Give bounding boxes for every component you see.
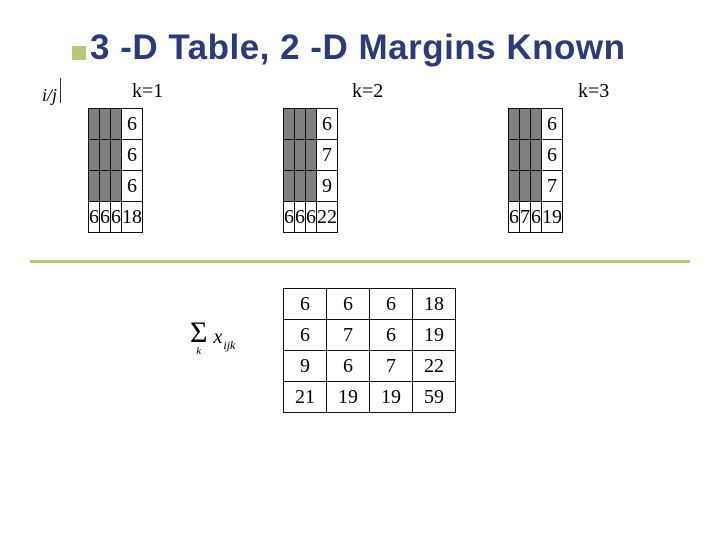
sum-cell: 6: [284, 289, 327, 320]
grid-cell-shaded: [306, 171, 317, 202]
k3-label: k=3: [578, 80, 609, 103]
sum-cell: 19: [413, 320, 456, 351]
grid-cell-shaded: [509, 109, 520, 140]
grid-cell-shaded: [111, 171, 122, 202]
grid-cell-bottom: 6: [509, 202, 520, 233]
grid-cell-total: 22: [317, 202, 338, 233]
grid-cell-bottom: 6: [284, 202, 295, 233]
section-divider: [30, 260, 690, 263]
grid-cell-shaded: [306, 109, 317, 140]
grid-cell-shaded: [89, 171, 100, 202]
grid-cell-shaded: [520, 109, 531, 140]
slide-title-block: 3 -D Table, 2 -D Margins Known: [90, 28, 626, 68]
sum-cell: 21: [284, 382, 327, 413]
grid-cell-shaded: [509, 140, 520, 171]
grid-cell-margin: 6: [542, 140, 563, 171]
sum-cell: 6: [327, 289, 370, 320]
sum-cell: 6: [284, 320, 327, 351]
sum-cell: 18: [413, 289, 456, 320]
grid-cell-shaded: [531, 171, 542, 202]
grid-cell-bottom: 6: [111, 202, 122, 233]
grid-cell-shaded: [100, 140, 111, 171]
sum-cell: 19: [370, 382, 413, 413]
ij-axis-label: i/j: [42, 85, 57, 106]
sum-cell: 59: [413, 382, 456, 413]
grid-cell-shaded: [284, 109, 295, 140]
grid-cell-shaded: [531, 109, 542, 140]
grid-cell-shaded: [111, 140, 122, 171]
grid-cell-shaded: [284, 140, 295, 171]
grid-cell-bottom: 6: [295, 202, 306, 233]
ij-divider: [60, 78, 61, 103]
k2-label: k=2: [352, 80, 383, 103]
grid-cell-bottom: 6: [89, 202, 100, 233]
grid-cell-margin: 6: [122, 109, 143, 140]
sum-cell: 22: [413, 351, 456, 382]
grid-cell-total: 19: [542, 202, 563, 233]
grid-cell-margin: 7: [542, 171, 563, 202]
grid-cell-margin: 7: [317, 140, 338, 171]
grid-cell-shaded: [520, 171, 531, 202]
slide-title: 3 -D Table, 2 -D Margins Known: [90, 28, 626, 68]
grid-cell-shaded: [306, 140, 317, 171]
formula-subscript: ijk: [223, 338, 235, 352]
sum-cell: 6: [370, 289, 413, 320]
sum-cell: 6: [370, 320, 413, 351]
grid-cell-margin: 9: [317, 171, 338, 202]
k1-label: k=1: [132, 80, 163, 103]
sum-cell: 19: [327, 382, 370, 413]
summation-grid: 66618676199672221191959: [283, 288, 456, 413]
grid-cell-shaded: [295, 140, 306, 171]
grid-cell-margin: 6: [542, 109, 563, 140]
grid-cell-shaded: [509, 171, 520, 202]
grid-cell-margin: 6: [317, 109, 338, 140]
sum-cell: 6: [327, 351, 370, 382]
grid-cell-shaded: [100, 171, 111, 202]
grid-cell-bottom: 7: [520, 202, 531, 233]
grid-cell-shaded: [89, 140, 100, 171]
grid-cell-margin: 6: [122, 171, 143, 202]
grid-cell-bottom: 6: [100, 202, 111, 233]
grid-cell-shaded: [295, 171, 306, 202]
sigma-symbol: Σ: [190, 318, 207, 348]
grid-cell-margin: 6: [122, 140, 143, 171]
sigma-subscript: k: [196, 346, 201, 357]
formula-var-group: xijk: [213, 326, 235, 349]
title-bullet: [72, 46, 86, 60]
sum-cell: 7: [327, 320, 370, 351]
grid-cell-shaded: [89, 109, 100, 140]
grid-cell-bottom: 6: [531, 202, 542, 233]
formula-variable: x: [213, 326, 222, 348]
grid-k3: 66767619: [508, 108, 563, 233]
grid-cell-shaded: [111, 109, 122, 140]
sigma-block: Σ k: [190, 318, 207, 357]
grid-cell-shaded: [520, 140, 531, 171]
grid-cell-shaded: [531, 140, 542, 171]
grid-cell-bottom: 6: [306, 202, 317, 233]
grid-cell-shaded: [295, 109, 306, 140]
grid-cell-shaded: [284, 171, 295, 202]
grid-k1: 66666618: [88, 108, 143, 233]
grid-k2: 67966622: [283, 108, 338, 233]
grid-cell-total: 18: [122, 202, 143, 233]
grid-cell-shaded: [100, 109, 111, 140]
summation-formula: Σ k xijk: [190, 318, 235, 357]
sum-cell: 7: [370, 351, 413, 382]
sum-cell: 9: [284, 351, 327, 382]
